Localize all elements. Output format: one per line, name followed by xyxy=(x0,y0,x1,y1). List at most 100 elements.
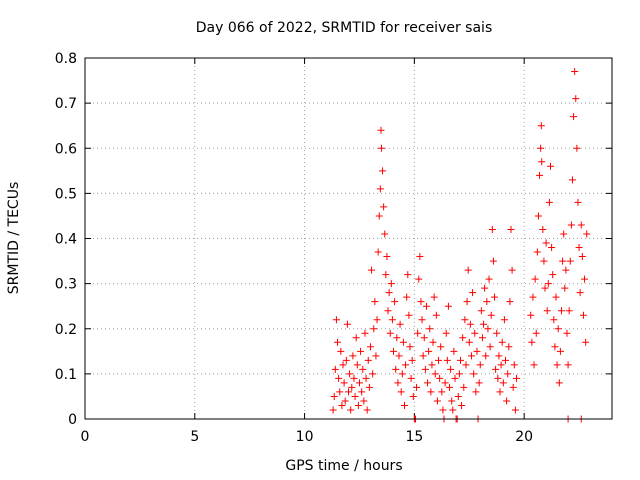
data-point xyxy=(500,316,508,324)
data-point xyxy=(551,343,559,351)
data-point xyxy=(530,361,538,369)
data-point xyxy=(397,388,405,396)
data-point xyxy=(329,406,337,414)
data-point xyxy=(503,397,511,405)
data-point xyxy=(391,298,399,306)
data-point xyxy=(383,253,391,261)
data-point xyxy=(493,329,501,337)
data-point xyxy=(414,329,422,337)
data-point xyxy=(545,198,553,206)
data-point xyxy=(537,144,545,152)
data-point xyxy=(552,293,560,301)
data-point xyxy=(433,397,441,405)
data-point xyxy=(424,379,432,387)
data-point xyxy=(497,361,505,369)
data-point xyxy=(362,374,370,382)
data-point xyxy=(335,374,343,382)
data-point xyxy=(350,374,358,382)
data-point xyxy=(470,370,478,378)
data-point xyxy=(444,302,452,310)
data-point xyxy=(361,329,369,337)
data-point xyxy=(368,266,376,274)
data-point xyxy=(387,280,395,288)
data-point xyxy=(570,113,578,121)
y-tick-label: 0.7 xyxy=(55,96,77,112)
x-tick-label: 5 xyxy=(190,429,199,445)
data-point xyxy=(418,316,426,324)
data-point xyxy=(455,370,463,378)
data-points xyxy=(329,68,591,423)
data-point xyxy=(510,361,518,369)
data-point xyxy=(357,347,365,355)
data-point xyxy=(346,370,354,378)
data-point xyxy=(478,334,486,342)
data-point xyxy=(563,329,571,337)
data-point xyxy=(377,144,385,152)
data-point xyxy=(574,198,582,206)
data-point xyxy=(338,401,346,409)
data-point xyxy=(436,374,444,382)
data-point xyxy=(531,275,539,283)
data-point xyxy=(450,347,458,355)
data-point xyxy=(405,311,413,319)
data-point xyxy=(473,347,481,355)
data-point xyxy=(539,225,547,233)
data-point xyxy=(527,311,535,319)
data-point xyxy=(508,266,516,274)
data-point xyxy=(419,352,427,360)
data-point xyxy=(488,225,496,233)
data-point xyxy=(466,320,474,328)
data-point xyxy=(451,374,459,382)
data-point xyxy=(461,316,469,324)
data-point xyxy=(566,257,574,265)
data-point xyxy=(582,338,590,346)
data-point xyxy=(353,361,361,369)
data-point xyxy=(388,316,396,324)
data-point xyxy=(443,356,451,364)
data-point xyxy=(398,370,406,378)
data-point xyxy=(458,401,466,409)
data-point xyxy=(447,365,455,373)
data-point xyxy=(528,338,536,346)
data-point xyxy=(475,379,483,387)
data-point xyxy=(432,311,440,319)
data-point xyxy=(505,343,513,351)
data-point xyxy=(402,361,410,369)
data-point xyxy=(462,361,470,369)
data-point xyxy=(365,383,373,391)
plot-frame xyxy=(84,57,613,420)
data-point xyxy=(409,392,417,400)
data-point xyxy=(417,298,425,306)
data-point xyxy=(534,212,542,220)
grid-lines xyxy=(85,58,612,419)
data-point xyxy=(477,307,485,315)
data-point xyxy=(533,248,541,256)
data-point xyxy=(480,320,488,328)
data-point xyxy=(421,365,429,373)
data-point xyxy=(332,316,340,324)
data-point xyxy=(485,275,493,283)
data-point xyxy=(459,334,467,342)
data-point xyxy=(465,338,473,346)
data-point xyxy=(439,406,447,414)
data-point xyxy=(435,356,443,364)
data-point xyxy=(504,370,512,378)
data-point xyxy=(541,284,549,292)
data-point xyxy=(349,352,357,360)
data-point xyxy=(555,379,563,387)
data-point xyxy=(583,230,591,238)
data-point xyxy=(542,239,550,247)
data-point xyxy=(360,397,368,405)
data-point xyxy=(565,307,573,315)
data-point xyxy=(476,361,484,369)
data-point xyxy=(416,253,424,261)
data-point xyxy=(364,356,372,364)
data-point xyxy=(538,158,546,166)
data-point xyxy=(407,374,415,382)
data-point xyxy=(372,352,380,360)
data-point xyxy=(429,338,437,346)
data-point xyxy=(467,352,475,360)
data-point xyxy=(382,271,390,279)
data-point xyxy=(370,325,378,333)
data-point xyxy=(348,383,356,391)
